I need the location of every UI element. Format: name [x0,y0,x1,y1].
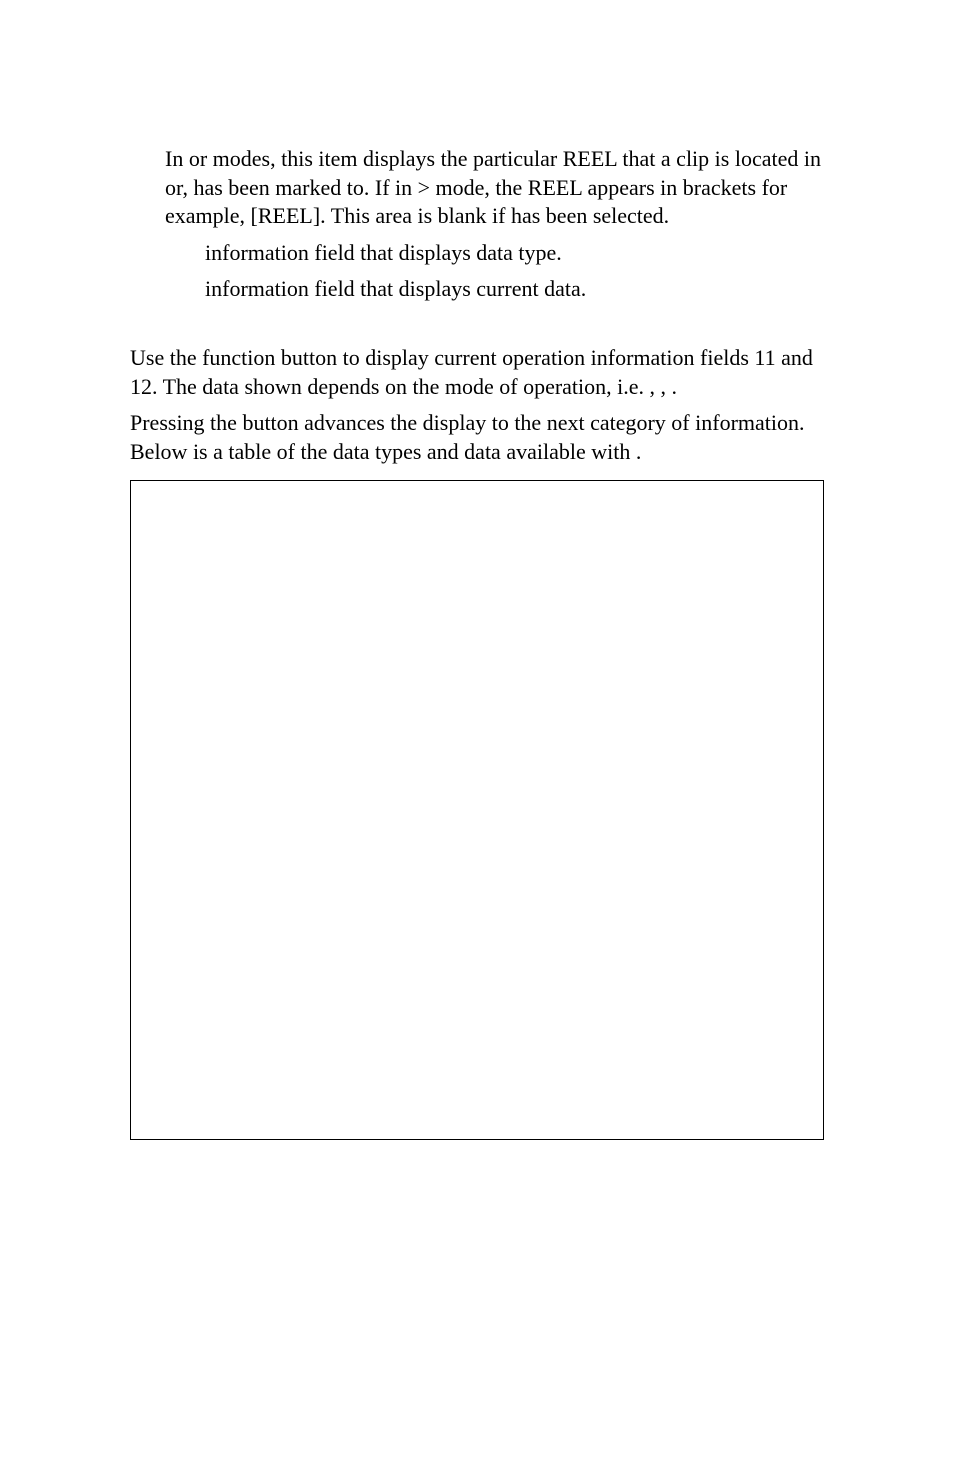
reel-description-block: In or modes, this item displays the part… [165,145,824,231]
document-page: In or modes, this item displays the part… [0,0,954,1475]
info-field-type-text: information field that displays data typ… [205,240,562,265]
data-types-table [130,480,824,1140]
info-field-data-line: information field that displays current … [205,275,824,304]
info-field-type-line: information field that displays data typ… [205,239,824,268]
pressing-button-paragraph: Pressing the button advances the display… [130,409,824,466]
info-field-data-text: information field that displays current … [205,276,586,301]
reel-paragraph: In or modes, this item displays the part… [165,145,824,231]
use-function-paragraph: Use the function button to display curre… [130,344,824,401]
